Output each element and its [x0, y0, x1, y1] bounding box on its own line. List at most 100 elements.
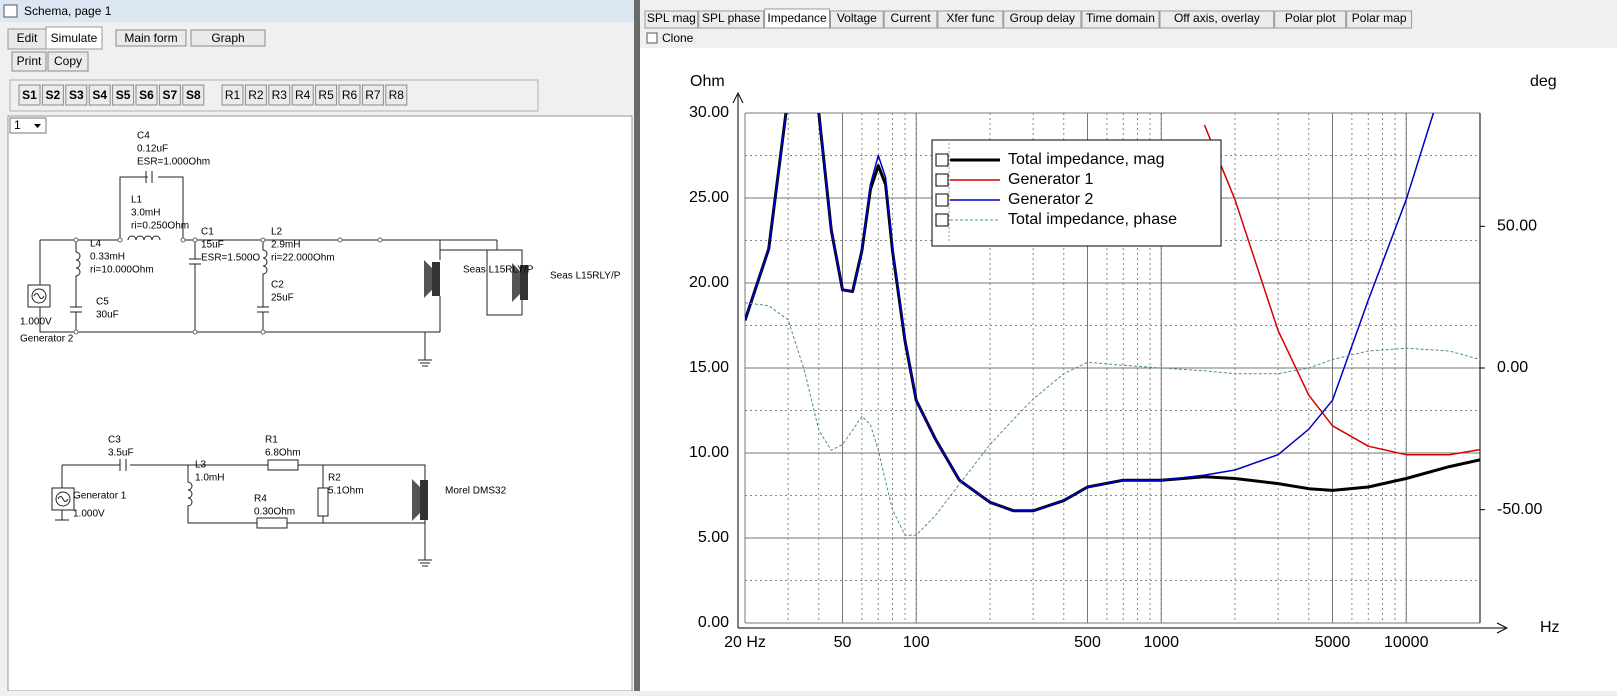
graph-tab-label[interactable]: Voltage: [837, 11, 877, 25]
s-button-label[interactable]: S6: [139, 88, 154, 102]
graph-tab[interactable]: [764, 8, 830, 29]
r-button[interactable]: [315, 84, 338, 106]
graph-tab[interactable]: [830, 10, 884, 29]
schematic-canvas: [7, 115, 633, 692]
s-button-label[interactable]: S3: [69, 88, 84, 102]
legend-label: Generator 1: [1008, 171, 1093, 188]
r-button-label[interactable]: R8: [389, 88, 405, 102]
s-button[interactable]: [65, 84, 88, 106]
menu-tab-label[interactable]: Edit: [17, 31, 38, 45]
s-button-label[interactable]: S2: [46, 88, 61, 102]
graph-tab-label[interactable]: SPL mag: [647, 11, 696, 25]
s-button[interactable]: [41, 84, 64, 106]
r-button[interactable]: [385, 84, 408, 106]
r-button[interactable]: [361, 84, 384, 106]
s-button[interactable]: [158, 84, 181, 106]
s-button-label[interactable]: S1: [22, 88, 37, 102]
y-tick-label: 10.00: [689, 444, 729, 461]
graph-tab-label[interactable]: Off axis, overlay: [1174, 11, 1260, 25]
legend-checkbox[interactable]: [935, 153, 949, 167]
menu-tab[interactable]: [45, 26, 103, 50]
graph-tab-label[interactable]: Polar plot: [1285, 11, 1336, 25]
r-button[interactable]: [338, 84, 361, 106]
axes: [732, 91, 1509, 634]
window-icon: [3, 4, 18, 18]
graph-tab[interactable]: [1003, 10, 1082, 29]
s-button-label[interactable]: S8: [186, 88, 201, 102]
graph-tab-label[interactable]: Time domain: [1086, 11, 1155, 25]
clone-checkbox[interactable]: [646, 32, 658, 44]
toolbar-button[interactable]: [47, 51, 89, 72]
component-label: 5.1Ohm: [328, 486, 364, 497]
graph-tab-label[interactable]: Current: [891, 11, 932, 25]
y-tick-label: 0.00: [698, 614, 729, 631]
graph-tab[interactable]: [698, 10, 765, 29]
component-label: 3.5uF: [108, 448, 134, 459]
legend: [931, 139, 1222, 247]
menu-tab-label[interactable]: Simulate: [51, 31, 98, 45]
x-tick-label: 20 Hz: [724, 634, 766, 651]
button-label[interactable]: Main form: [124, 31, 177, 45]
button[interactable]: [190, 29, 266, 47]
y-axis-label: Ohm: [690, 73, 725, 90]
graph-tab[interactable]: [1346, 10, 1413, 29]
graph-tab[interactable]: [937, 10, 1004, 29]
component-label: 6.8Ohm: [265, 448, 301, 459]
clone-label[interactable]: Clone: [662, 31, 694, 45]
page-select[interactable]: [9, 117, 47, 134]
component-label: 0.30Ohm: [254, 507, 295, 518]
graph-tab-label[interactable]: Group delay: [1010, 11, 1075, 25]
component-label: L4: [90, 239, 102, 250]
legend-checkbox[interactable]: [935, 173, 949, 187]
r-button[interactable]: [244, 84, 267, 106]
s-button-label[interactable]: S7: [163, 88, 178, 102]
page-select-value[interactable]: 1: [14, 118, 21, 132]
s-button[interactable]: [18, 84, 41, 106]
toolbar-button[interactable]: [11, 51, 47, 72]
x-tick-label: 50: [834, 634, 852, 651]
graph-tab-label[interactable]: Impedance: [767, 11, 827, 25]
component-label: 2.9mH: [271, 240, 300, 251]
legend-checkbox[interactable]: [935, 213, 949, 227]
button-label[interactable]: Graph: [211, 31, 244, 45]
r-button-label[interactable]: R5: [318, 88, 334, 102]
series-line: [1203, 124, 1480, 456]
r-button-label[interactable]: R2: [248, 88, 264, 102]
y-tick-label: 25.00: [689, 189, 729, 206]
r-button-label[interactable]: R6: [342, 88, 358, 102]
graph-tab-label[interactable]: Xfer func: [946, 11, 994, 25]
legend-checkbox[interactable]: [935, 193, 949, 207]
toolbar-button-label[interactable]: Print: [17, 54, 42, 68]
r-button-label[interactable]: R4: [295, 88, 311, 102]
legend-label: Generator 2: [1008, 191, 1093, 208]
r-button-label[interactable]: R7: [365, 88, 381, 102]
s-button-label[interactable]: S4: [92, 88, 107, 102]
component-label: L2: [271, 227, 283, 238]
button[interactable]: [115, 29, 187, 47]
r-button[interactable]: [268, 84, 291, 106]
graph-tab[interactable]: [644, 10, 699, 29]
toolbar-button-label[interactable]: Copy: [54, 54, 82, 68]
r-button[interactable]: [221, 84, 244, 106]
component-label: Seas L15RLY/P: [463, 265, 534, 276]
graph-tab[interactable]: [1274, 10, 1347, 29]
component-label: C4: [137, 131, 150, 142]
graph-tab-label[interactable]: Polar map: [1352, 11, 1407, 25]
graph-tab[interactable]: [1081, 10, 1160, 29]
r-button[interactable]: [291, 84, 314, 106]
r-button-label[interactable]: R3: [272, 88, 288, 102]
dropdown-arrow: [34, 124, 41, 128]
graph-tab[interactable]: [1159, 10, 1275, 29]
s-button[interactable]: [182, 84, 205, 106]
s-button-label[interactable]: S5: [116, 88, 131, 102]
r-button-label[interactable]: R1: [225, 88, 241, 102]
component-label: R4: [254, 494, 267, 505]
graph-tab[interactable]: [883, 10, 938, 29]
s-button[interactable]: [112, 84, 135, 106]
s-button[interactable]: [135, 84, 158, 106]
graph-tab-label[interactable]: SPL phase: [702, 11, 761, 25]
s-button[interactable]: [88, 84, 111, 106]
x-tick-label: 100: [903, 634, 930, 651]
